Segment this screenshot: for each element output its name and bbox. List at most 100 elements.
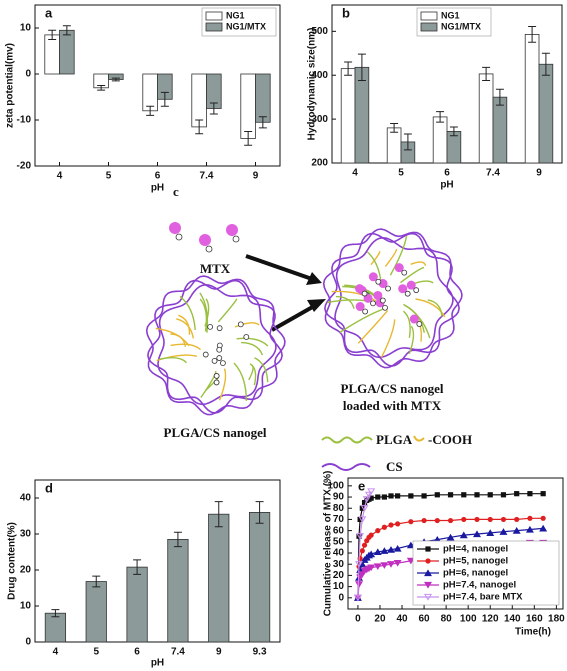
marker <box>514 491 520 497</box>
y-tick-label: 60 <box>333 525 345 536</box>
plga-chain <box>178 314 191 335</box>
cs-chain <box>334 236 454 359</box>
marker <box>364 491 373 499</box>
x-tick-label: 9 <box>216 647 222 658</box>
y-tick-label: 70 <box>333 514 345 525</box>
y-tick-label: 10 <box>333 581 345 592</box>
bar <box>191 73 207 128</box>
x-tick-label: 7.4 <box>486 168 500 179</box>
x-axis-label: pH <box>151 183 164 194</box>
bar <box>142 73 158 112</box>
error-bar <box>357 53 366 81</box>
bar <box>524 34 540 164</box>
charge <box>385 285 391 292</box>
y-tick-label: 90 <box>333 492 345 503</box>
y-tick-label: 20 <box>20 565 32 576</box>
plga-chain <box>248 364 254 381</box>
y-axis-label: zeta potential(mv) <box>5 43 16 128</box>
error-bar <box>255 501 264 524</box>
plga-chain <box>380 319 396 358</box>
charge <box>213 373 220 379</box>
legend-label: NG1 <box>226 10 245 20</box>
marker <box>357 556 363 562</box>
y-tick-label: -20 <box>17 161 32 172</box>
marker <box>474 516 480 523</box>
legend-label: pH=6, nanogel <box>443 568 508 579</box>
marker <box>368 495 374 501</box>
bar <box>44 612 67 643</box>
plga-chain <box>389 235 408 276</box>
marker <box>447 492 454 498</box>
y-tick-label: 100 <box>327 480 344 491</box>
x-tick-label: 180 <box>548 614 565 625</box>
legend-label: NG1/MTX <box>226 21 266 31</box>
bar <box>248 512 271 643</box>
plga-chain <box>155 327 190 347</box>
panel-label: d <box>45 480 53 495</box>
x-tick-label: 6 <box>155 171 161 182</box>
nanogel-label: PLGA/CS nanogel <box>164 425 267 440</box>
marker <box>424 581 432 589</box>
legend-label: pH=7.4, nanogel <box>443 580 516 591</box>
x-tick-label: 120 <box>482 614 499 625</box>
arrow-head <box>307 299 326 312</box>
marker <box>388 493 394 499</box>
plga-chain <box>241 341 264 356</box>
marker <box>367 564 376 572</box>
charge <box>382 304 388 311</box>
marker <box>373 548 382 555</box>
marker <box>540 515 546 521</box>
panel-label: e <box>358 478 365 493</box>
bar <box>85 581 107 643</box>
plga-chain <box>335 295 355 309</box>
loaded-label: PLGA/CS nanogel <box>341 381 444 396</box>
marker <box>500 516 507 523</box>
marker <box>359 548 365 554</box>
panel-label: c <box>173 184 179 199</box>
bar <box>126 566 148 643</box>
marker <box>500 492 507 498</box>
marker <box>375 494 381 500</box>
error-bar <box>344 61 353 76</box>
charge <box>220 360 226 366</box>
legend-label: pH=4, nanogel <box>443 544 508 555</box>
y-tick-label: 0 <box>25 69 31 80</box>
marker <box>361 542 368 548</box>
legend-swatch <box>420 11 438 21</box>
panel-label: b <box>342 5 350 20</box>
plga-chain <box>400 266 425 284</box>
x-tick-label: 20 <box>374 614 386 625</box>
series-line <box>357 491 372 598</box>
marker <box>406 557 415 565</box>
marker <box>357 516 363 523</box>
marker <box>525 525 534 533</box>
y-axis-label: Drug content(%) <box>7 522 18 600</box>
charge <box>202 351 209 358</box>
marker <box>408 493 414 499</box>
cs-chain <box>322 228 463 369</box>
x-tick-label: 60 <box>419 614 431 625</box>
legend-text: -COOH <box>428 432 472 447</box>
plga-symbol <box>321 436 373 444</box>
legend-label: NG1/MTX <box>441 21 481 31</box>
bar <box>167 539 189 643</box>
marker <box>373 563 382 571</box>
marker <box>387 561 395 568</box>
marker <box>487 492 493 498</box>
plga-chain <box>217 298 238 323</box>
x-tick-label: 7.4 <box>171 647 185 658</box>
error-bar <box>403 133 412 151</box>
marker <box>421 517 427 524</box>
marker <box>367 550 376 558</box>
charge <box>216 346 223 353</box>
y-tick-label: 20 <box>333 570 345 581</box>
plga-chain <box>357 310 389 344</box>
mtx-molecule <box>394 263 404 273</box>
bar <box>386 127 402 164</box>
x-tick-label: 9 <box>536 168 542 179</box>
charge <box>379 297 386 304</box>
plga-chain <box>200 370 217 398</box>
marker <box>434 517 440 524</box>
plga-chain <box>402 310 411 338</box>
mtx-molecule <box>226 224 238 236</box>
